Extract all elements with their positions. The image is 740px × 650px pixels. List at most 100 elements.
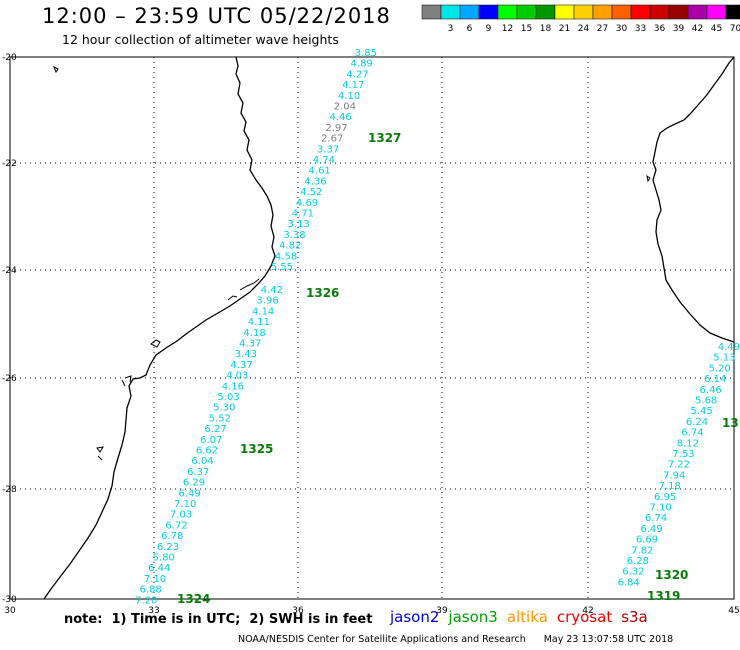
y-tick-label: -30	[2, 595, 17, 605]
coastline-inlet	[121, 375, 132, 387]
island-small	[646, 174, 651, 183]
pass-number-label: 1319	[647, 589, 680, 603]
wave-height-value: 7.03	[170, 510, 192, 521]
wave-height-value: 7.22	[668, 460, 690, 471]
wave-height-value: 7.94	[663, 470, 685, 481]
y-tick-label: -22	[2, 159, 17, 169]
legend-swatch	[611, 4, 632, 20]
wave-height-value: 7.18	[659, 481, 681, 492]
legend-swatch	[516, 4, 537, 20]
satellite-legend: jason2 jason3 altika cryosat s3a	[390, 608, 657, 626]
legend-label: 15	[521, 24, 532, 34]
lake-small	[53, 65, 104, 461]
wave-height-value: 5.55	[271, 262, 293, 273]
legend-label: 27	[597, 24, 608, 34]
wave-height-value: 4.03	[226, 371, 248, 382]
legend-swatch	[687, 4, 708, 20]
wave-height-value: 5.13	[713, 353, 735, 364]
legend-label: 6	[467, 24, 473, 34]
x-axis-ticks: 30 33 36 39 42 45	[4, 606, 739, 616]
wave-height-value: 3.43	[235, 349, 257, 360]
legend-swatch	[630, 4, 651, 20]
wave-height-value: 5.45	[690, 406, 712, 417]
wave-height-value: 4.71	[292, 209, 314, 220]
y-tick-label: -28	[2, 485, 17, 495]
wave-height-value: 4.69	[296, 198, 318, 209]
wave-height-value: 4.18	[243, 328, 265, 339]
legend-swatch	[649, 4, 670, 20]
y-axis-ticks: -20 -22 -24 -26 -28 -30	[2, 53, 17, 605]
wave-height-value: 6.14	[704, 374, 726, 385]
wave-height-value: 4.16	[222, 381, 244, 392]
wave-height-value: 4.36	[304, 176, 326, 187]
wave-height-value: 4.58	[275, 251, 297, 262]
legend-swatch	[478, 4, 499, 20]
wave-height-value: 6.88	[140, 585, 162, 596]
wave-height-value: 6.72	[165, 520, 187, 531]
wave-height-value: 6.27	[204, 424, 226, 435]
wave-height-value: 7.10	[144, 574, 166, 585]
footer-org: NOAA/NESDIS Center for Satellite Applica…	[238, 634, 526, 645]
wave-height-value: 2.67	[321, 134, 343, 145]
wave-height-value: 3.37	[317, 144, 339, 155]
x-tick-label: 30	[4, 606, 16, 616]
note-text: note: 1) Time is in UTC; 2) SWH is in fe…	[64, 612, 373, 627]
coastline-africa-east	[43, 56, 276, 600]
coastline-detail-north	[227, 278, 260, 301]
wave-height-value: 4.37	[239, 339, 261, 350]
wave-height-value: 4.61	[309, 166, 331, 177]
wave-height-value: 4.42	[261, 285, 283, 296]
pass-number-label: 1327	[368, 131, 401, 145]
y-tick-label: -26	[2, 374, 17, 384]
map-title: 12:00 – 23:59 UTC 05/22/2018	[42, 4, 391, 28]
legend-swatch	[459, 4, 480, 20]
pass-number-label: 13	[722, 416, 739, 430]
map-frame	[9, 56, 735, 600]
wave-height-value: 5.80	[153, 553, 175, 564]
wave-height-value: 7.20	[135, 595, 157, 606]
wave-height-value: 4.46	[330, 112, 352, 123]
x-tick-label: 39	[436, 606, 448, 616]
wave-height-value: 6.37	[187, 467, 209, 478]
wave-height-value: 6.44	[148, 563, 170, 574]
wave-height-value: 6.74	[645, 513, 667, 524]
wave-height-value: 6.24	[686, 417, 708, 428]
legend-label: 21	[559, 24, 570, 34]
wave-height-value: 6.95	[654, 492, 676, 503]
wave-height-value: 2.04	[334, 102, 356, 113]
legend-label: 70	[730, 24, 740, 34]
altimeter-tracks: 3.854.894.274.174.102.044.462.972.673.37…	[135, 48, 740, 606]
wave-height-value: 5.52	[209, 413, 231, 424]
legend-label: 3	[448, 24, 454, 34]
footer: NOAA/NESDIS Center for Satellite Applica…	[238, 634, 673, 645]
lake-south	[150, 339, 161, 348]
legend-label: 18	[540, 24, 552, 34]
wave-height-value: 6.04	[191, 456, 213, 467]
x-tick-label: 42	[582, 606, 593, 616]
legend-label: 36	[654, 24, 666, 34]
coastline-madagascar-west	[652, 56, 735, 343]
wave-height-value: 4.74	[313, 155, 335, 166]
wave-height-value: 4.49	[718, 342, 740, 353]
legend-label: 42	[692, 24, 703, 34]
footer-timestamp: May 23 13:07:58 UTC 2018	[543, 634, 674, 645]
wave-height-value: 3.13	[288, 219, 310, 230]
legend-swatch	[421, 4, 442, 20]
wave-height-value: 3.96	[256, 296, 278, 307]
satellite-jason3: jason3	[448, 608, 498, 626]
wave-height-value: 6.07	[200, 435, 222, 446]
legend-label: 9	[486, 24, 492, 34]
wave-height-value: 5.68	[695, 396, 717, 407]
legend-swatch	[668, 4, 689, 20]
legend-swatch	[554, 4, 575, 20]
satellite-altika: altika	[506, 608, 548, 626]
legend-label: 33	[635, 24, 646, 34]
legend-label: 39	[673, 24, 685, 34]
wave-height-value: 4.37	[230, 360, 252, 371]
wave-height-value: 4.27	[346, 69, 368, 80]
satellite-s3a: s3a	[621, 608, 648, 626]
wave-height-value: 3.38	[283, 230, 305, 241]
legend-swatch	[706, 4, 727, 20]
